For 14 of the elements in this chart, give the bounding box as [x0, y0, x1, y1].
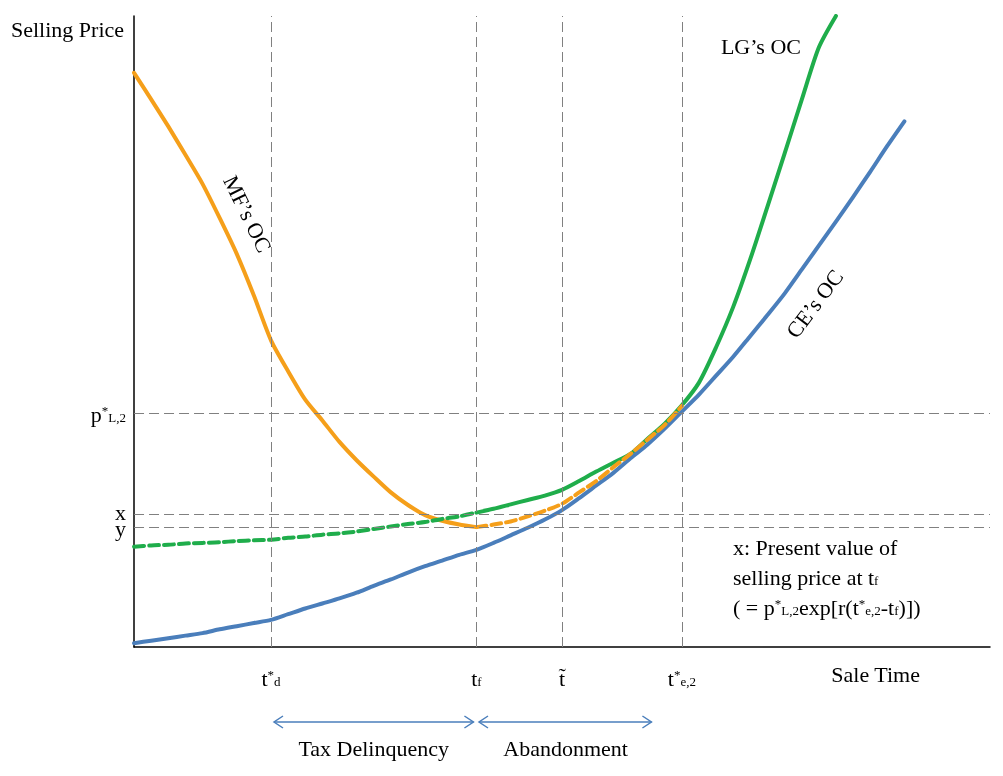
ref-line-label: x [115, 500, 127, 526]
text: MF’s OC [218, 171, 277, 257]
series-label: LG’s OC [720, 33, 801, 59]
x-tick-label: t*d [261, 665, 282, 691]
ref-line-label: p*L,2 [90, 401, 127, 427]
x-tick-label: t*e,2 [667, 665, 696, 691]
text: CE’s OC [780, 264, 849, 343]
y-axis-title: Selling Price [10, 16, 125, 42]
text: x: Present value of selling price at tf ( = p*L,2exp[r(t*e,2-tf)]) [733, 534, 921, 620]
text: Abandonment [503, 735, 628, 761]
x-tick-label: tf [471, 665, 483, 691]
x-tick-label: t̃ [558, 665, 567, 691]
text: Tax Delinquency [298, 735, 449, 761]
x-axis-title: Sale Time [831, 661, 920, 687]
